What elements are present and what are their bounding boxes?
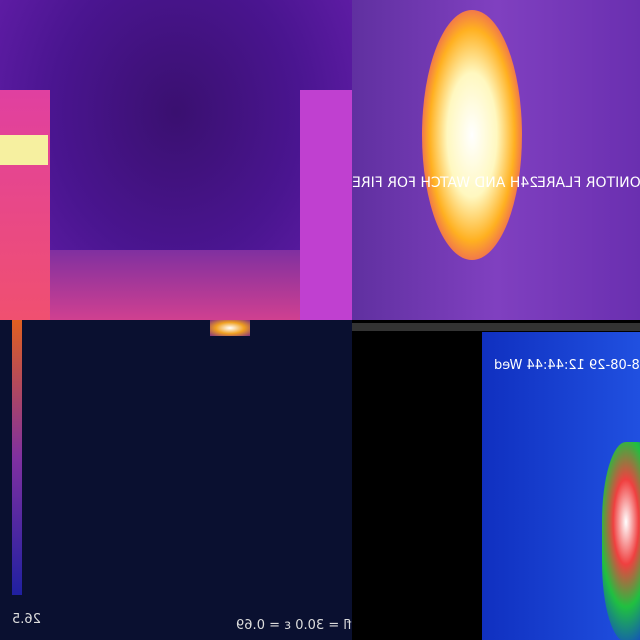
thermal-panel-1 xyxy=(0,0,352,320)
flare xyxy=(422,10,522,260)
scale-label: 26.5 xyxy=(12,612,41,627)
thermal-panel-4: 2018-08-29 12:44:44 Wed xyxy=(352,320,640,640)
overlay-text: MONITOR FLARE xyxy=(537,175,640,191)
top-bar xyxy=(352,323,640,331)
readout: Refl = 30.0 ε = 0.69 xyxy=(236,618,352,633)
hot-spot xyxy=(210,320,250,336)
thermal-panel-3: 26.5 Refl = 30.0 ε = 0.69 xyxy=(0,320,352,640)
bright-spot xyxy=(0,135,48,165)
ground xyxy=(50,250,300,320)
hot-body xyxy=(602,442,640,640)
thermal-view xyxy=(482,332,640,640)
color-scale xyxy=(12,320,22,595)
overlay-text: 24H AND WATCH FOR FIRE xyxy=(352,175,539,191)
hot-region xyxy=(0,90,50,320)
timestamp: 2018-08-29 12:44:44 Wed xyxy=(494,358,640,373)
thermal-panel-2: MONITOR FLARE 24H AND WATCH FOR FIRE xyxy=(352,0,640,320)
hot-region xyxy=(300,90,352,320)
